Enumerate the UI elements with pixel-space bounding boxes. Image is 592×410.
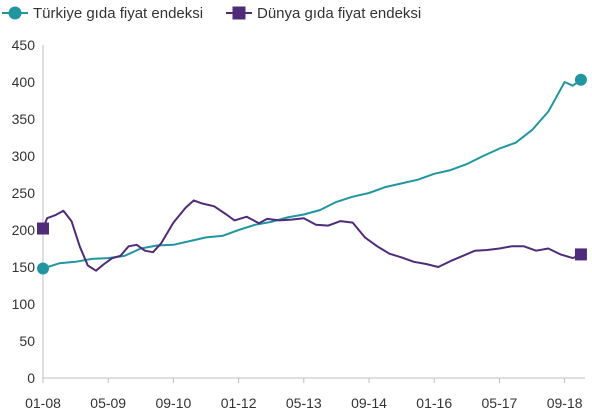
y-tick-label: 150 [12, 259, 36, 275]
x-tick-label: 09-18 [547, 395, 583, 410]
axes: 0 50 100 150 200 250 300 350 400 450 01-08 05-09 09-… [12, 37, 585, 410]
y-tick-label: 100 [12, 296, 36, 312]
x-tick-label: 05-13 [286, 395, 322, 410]
series-1-start-marker [37, 222, 49, 235]
legend: Türkiye gıda fiyat endeksi Dünya gıda fi… [2, 5, 421, 22]
legend-label-turkiye: Türkiye gıda fiyat endeksi [33, 5, 203, 22]
y-tick-label: 450 [12, 37, 36, 53]
y-tick-label: 400 [12, 74, 36, 90]
x-tick-label: 09-10 [155, 395, 191, 410]
series-1-end-marker [574, 248, 587, 261]
y-tick-label: 350 [12, 111, 36, 127]
series-layer [37, 73, 587, 275]
series-0-end-marker [574, 73, 587, 86]
y-tick-label: 50 [19, 333, 35, 349]
series-0-start-marker [37, 262, 49, 275]
legend-label-dunya: Dünya gıda fiyat endeksi [257, 5, 421, 22]
legend-item-turkiye: Türkiye gıda fiyat endeksi [2, 5, 203, 22]
x-tick-label: 09-14 [351, 395, 387, 410]
x-tick-label: 01-12 [221, 395, 257, 410]
x-tick-label: 05-09 [90, 395, 126, 410]
legend-item-dunya: Dünya gıda fiyat endeksi [226, 5, 421, 22]
series-line-1 [42, 199, 582, 272]
series-line-0 [42, 78, 582, 270]
y-tick-label: 300 [12, 148, 36, 164]
x-tick-label: 05-17 [482, 395, 518, 410]
x-tick-label: 01-08 [25, 395, 61, 410]
legend-marker-dunya [232, 6, 246, 20]
legend-marker-turkiye [8, 6, 22, 20]
x-tick-label: 01-16 [416, 395, 452, 410]
y-tick-label: 250 [12, 185, 36, 201]
y-tick-label: 0 [27, 370, 35, 386]
y-tick-label: 200 [12, 222, 36, 238]
